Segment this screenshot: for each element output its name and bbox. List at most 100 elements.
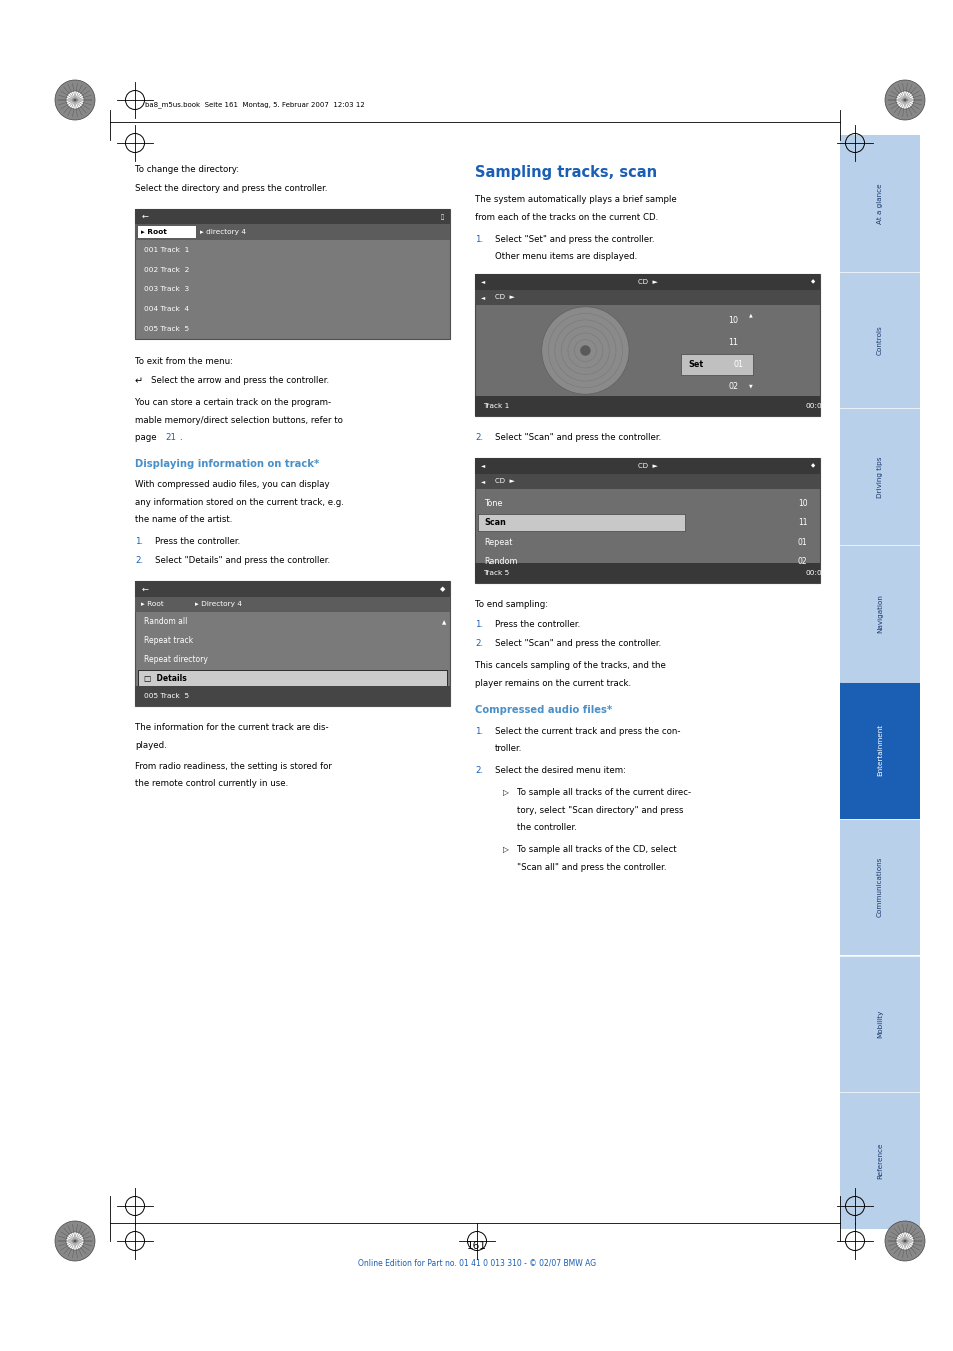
Bar [475, 473, 820, 489]
Text: This cancels sampling of the tracks, and the: This cancels sampling of the tracks, and… [475, 661, 665, 670]
Bar [840, 682, 919, 819]
Text: any information stored on the current track, e.g.: any information stored on the current tr… [135, 497, 343, 507]
Circle shape [884, 1221, 924, 1260]
Circle shape [66, 1232, 84, 1250]
Text: Select "Scan" and press the controller.: Select "Scan" and press the controller. [495, 434, 660, 442]
Text: Track 5: Track 5 [482, 570, 509, 576]
Text: ◄: ◄ [480, 478, 485, 484]
Text: ↵: ↵ [135, 376, 143, 386]
Text: Select "Details" and press the controller.: Select "Details" and press the controlle… [154, 557, 330, 565]
Text: Select the desired menu item:: Select the desired menu item: [495, 766, 625, 775]
Bar [840, 272, 919, 408]
Circle shape [55, 80, 95, 120]
Bar [840, 955, 919, 1092]
Text: At a glance: At a glance [876, 184, 882, 224]
Text: ◄: ◄ [480, 295, 485, 300]
Text: To change the directory:: To change the directory: [135, 165, 239, 174]
Text: 2.: 2. [475, 766, 482, 775]
Text: Communications: Communications [876, 857, 882, 917]
Text: Displaying information on track*: Displaying information on track* [135, 459, 319, 469]
Text: Select "Set" and press the controller.: Select "Set" and press the controller. [495, 235, 654, 243]
Text: Repeat: Repeat [483, 538, 512, 547]
Bar [135, 209, 450, 339]
Text: Repeat directory: Repeat directory [144, 655, 208, 663]
Text: 2.: 2. [475, 639, 482, 648]
Text: 002 Track  2: 002 Track 2 [144, 266, 190, 273]
Text: 11: 11 [728, 338, 738, 346]
Bar [135, 581, 450, 707]
Text: 10: 10 [728, 316, 738, 324]
Text: ◆: ◆ [810, 463, 815, 469]
Text: 02: 02 [797, 557, 807, 566]
Text: Press the controller.: Press the controller. [495, 620, 579, 630]
Text: □  Details: □ Details [144, 674, 187, 684]
Text: 005 Track  5: 005 Track 5 [144, 693, 189, 698]
Text: Set: Set [688, 359, 702, 369]
Text: mable memory/direct selection buttons, refer to: mable memory/direct selection buttons, r… [135, 416, 342, 424]
Text: CD  ►: CD ► [637, 278, 657, 285]
Text: from each of the tracks on the current CD.: from each of the tracks on the current C… [475, 212, 658, 222]
Text: Driving tips: Driving tips [876, 457, 882, 497]
Text: Repeat track: Repeat track [144, 636, 193, 644]
Text: To end sampling:: To end sampling: [475, 600, 548, 609]
Text: The system automatically plays a brief sample: The system automatically plays a brief s… [475, 195, 676, 204]
Text: Reference: Reference [876, 1143, 882, 1179]
Bar [477, 513, 684, 531]
Text: 1.: 1. [475, 620, 482, 630]
Text: With compressed audio files, you can display: With compressed audio files, you can dis… [135, 480, 330, 489]
Bar [135, 209, 450, 224]
Text: Entertainment: Entertainment [876, 724, 882, 777]
Text: Scan: Scan [483, 517, 505, 527]
Bar [475, 289, 820, 305]
Text: 1.: 1. [475, 235, 482, 243]
Circle shape [541, 307, 628, 394]
Text: You can store a certain track on the program-: You can store a certain track on the pro… [135, 399, 331, 407]
Text: Online Edition for Part no. 01 41 0 013 310 - © 02/07 BMW AG: Online Edition for Part no. 01 41 0 013 … [357, 1259, 596, 1267]
Text: Mobility: Mobility [876, 1009, 882, 1038]
Text: Random: Random [483, 557, 517, 566]
Text: To sample all tracks of the CD, select: To sample all tracks of the CD, select [517, 844, 676, 854]
Text: Sampling tracks, scan: Sampling tracks, scan [475, 165, 657, 180]
Bar [840, 1092, 919, 1229]
Bar [475, 274, 820, 416]
Text: ▸ Directory 4: ▸ Directory 4 [194, 601, 242, 607]
Text: 10: 10 [797, 499, 807, 508]
Text: The information for the current track are dis-: The information for the current track ar… [135, 723, 328, 732]
Text: ◆: ◆ [810, 280, 815, 284]
Text: Compressed audio files*: Compressed audio files* [475, 704, 612, 715]
Text: 01: 01 [733, 359, 742, 369]
Bar [135, 581, 450, 597]
Text: 00:00: 00:00 [805, 403, 826, 409]
Text: CD  ►: CD ► [495, 478, 515, 484]
Text: ba8_m5us.book  Seite 161  Montag, 5. Februar 2007  12:03 12: ba8_m5us.book Seite 161 Montag, 5. Febru… [145, 101, 364, 108]
Bar [475, 274, 820, 289]
Text: ←: ← [142, 212, 149, 222]
Text: Select "Scan" and press the controller.: Select "Scan" and press the controller. [495, 639, 660, 648]
Text: 005 Track  5: 005 Track 5 [144, 326, 189, 332]
Circle shape [579, 346, 590, 355]
Bar [475, 396, 820, 416]
Text: ◄: ◄ [480, 463, 485, 469]
Text: From radio readiness, the setting is stored for: From radio readiness, the setting is sto… [135, 762, 332, 770]
Text: Select the current track and press the con-: Select the current track and press the c… [495, 727, 679, 735]
Circle shape [66, 91, 84, 109]
Bar [680, 354, 753, 374]
Text: troller.: troller. [495, 744, 522, 753]
Text: 21: 21 [165, 434, 175, 442]
Text: ▸ Root: ▸ Root [141, 230, 167, 235]
Text: ▸ Root: ▸ Root [141, 601, 164, 607]
Text: 1.: 1. [475, 727, 482, 735]
Text: ▸ directory 4: ▸ directory 4 [200, 230, 246, 235]
Text: played.: played. [135, 740, 167, 750]
Text: Random all: Random all [144, 617, 187, 626]
Text: Navigation: Navigation [876, 594, 882, 634]
Text: 11: 11 [797, 517, 806, 527]
Bar [840, 408, 919, 546]
Circle shape [895, 91, 913, 109]
Text: the remote control currently in use.: the remote control currently in use. [135, 780, 288, 788]
Text: ▷: ▷ [502, 788, 508, 797]
Text: tory, select "Scan directory" and press: tory, select "Scan directory" and press [517, 805, 682, 815]
Bar [840, 135, 919, 272]
Bar [138, 670, 447, 688]
Bar [135, 686, 450, 707]
